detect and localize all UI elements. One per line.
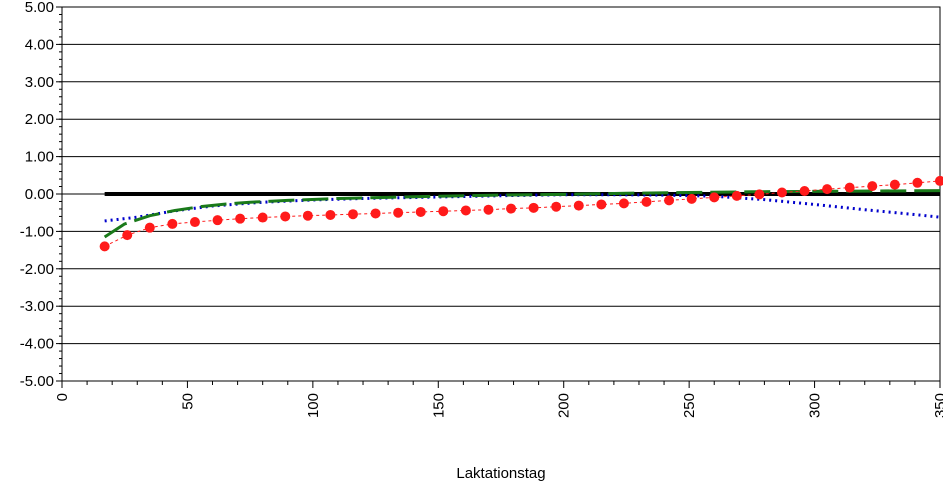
series-4-point xyxy=(325,209,336,220)
series-4-point xyxy=(483,204,494,215)
y-tick-label: 5.00 xyxy=(25,0,54,16)
x-tick-label: 350 xyxy=(932,393,943,418)
series-4-point xyxy=(235,213,246,224)
series-4-point xyxy=(144,222,155,233)
x-axis-title: Laktationstag xyxy=(456,465,545,482)
x-tick-label: 150 xyxy=(430,393,447,418)
series-4-point xyxy=(506,203,517,214)
y-tick-label: -2.00 xyxy=(20,261,54,278)
series-4-point xyxy=(889,179,900,190)
series-4-point xyxy=(935,175,943,186)
y-tick-label: -1.00 xyxy=(20,223,54,240)
series-4-point xyxy=(99,241,110,252)
series-4-point xyxy=(280,211,291,222)
series-4-point xyxy=(596,199,607,210)
series-4-point xyxy=(438,206,449,217)
y-tick-label: 1.00 xyxy=(25,149,54,166)
x-tick-label: 200 xyxy=(556,393,573,418)
series-4-point xyxy=(528,202,539,213)
series-4-point xyxy=(754,189,765,200)
series-4-point xyxy=(844,182,855,193)
x-tick-label: 50 xyxy=(179,393,196,410)
series-4-point xyxy=(664,195,675,206)
series-4-point xyxy=(912,177,923,188)
series-4-point xyxy=(686,193,697,204)
y-tick-label: 2.00 xyxy=(25,111,54,128)
series-4-point xyxy=(641,196,652,207)
series-4-point xyxy=(393,207,404,218)
x-axis-ticks: 0 50 100 150 200 250 300 350 xyxy=(54,381,943,418)
series-4-point xyxy=(370,208,381,219)
x-tick-label: 100 xyxy=(305,393,322,418)
series-4-point xyxy=(822,184,833,195)
y-tick-label: 3.00 xyxy=(25,74,54,91)
series-4-point xyxy=(122,230,133,241)
series-4-point xyxy=(618,198,629,209)
series-4-point xyxy=(415,206,426,217)
y-tick-label: 0.00 xyxy=(25,186,54,203)
series-4-point xyxy=(551,201,562,212)
series-4-point xyxy=(776,187,787,198)
series-4-point xyxy=(167,218,178,229)
x-tick-label: 0 xyxy=(54,393,71,401)
series-4-point xyxy=(302,210,313,221)
series-4-point xyxy=(867,181,878,192)
series-4-line xyxy=(104,180,941,247)
series-3-line xyxy=(103,189,941,239)
y-axis-ticks: 5.00 4.00 3.00 2.00 1.00 0.00 -1.00 -2.00 -3.00 -… xyxy=(20,0,62,390)
series-4-point xyxy=(573,200,584,211)
series-lines xyxy=(99,175,943,252)
series-4-point xyxy=(799,186,810,197)
y-tick-label: -5.00 xyxy=(20,373,54,390)
series-4-point xyxy=(347,209,358,220)
series-4-point xyxy=(189,217,200,228)
y-tick-label: -4.00 xyxy=(20,336,54,353)
y-tick-label: 4.00 xyxy=(25,36,54,53)
series-4-point xyxy=(257,212,268,223)
series-4-point xyxy=(709,192,720,203)
series-4-point xyxy=(212,215,223,226)
x-tick-label: 250 xyxy=(681,393,698,418)
series-4-point xyxy=(731,190,742,201)
y-tick-label: -3.00 xyxy=(20,298,54,315)
x-tick-label: 300 xyxy=(807,393,824,418)
series-4-point xyxy=(460,205,471,216)
